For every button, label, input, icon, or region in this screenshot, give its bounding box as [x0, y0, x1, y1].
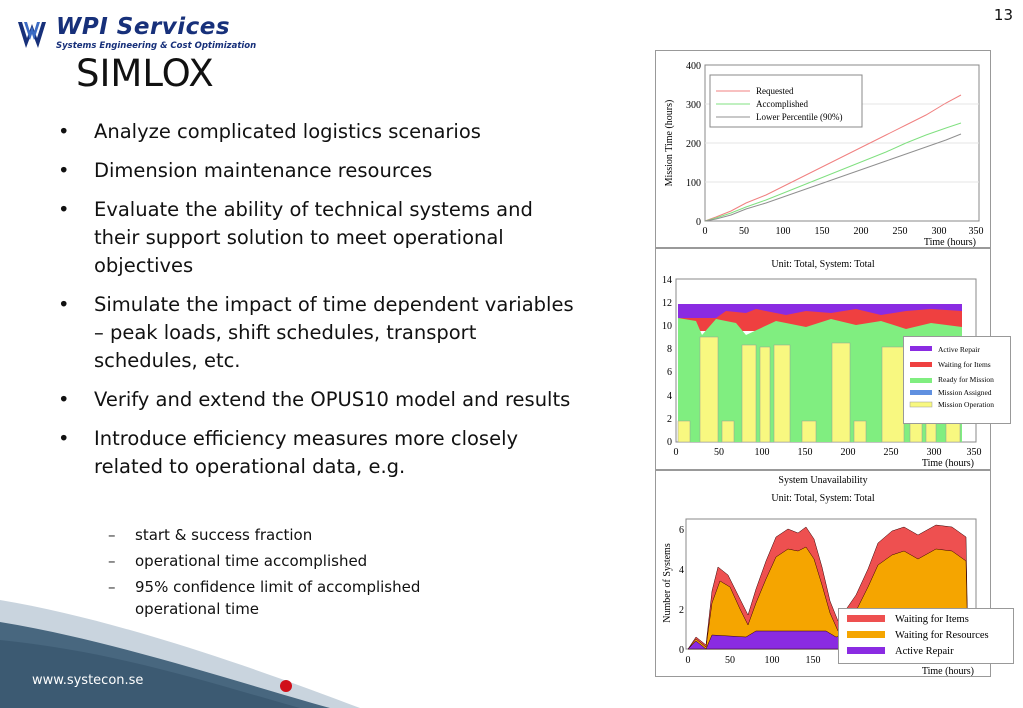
legend-waiting-for-resources: Waiting for Resources — [895, 630, 989, 641]
bullet-item: Analyze complicated logistics scenarios — [58, 118, 578, 146]
y-tick: 12 — [662, 298, 672, 309]
footer-website: www.systecon.se — [32, 673, 144, 688]
x-tick: 350 — [969, 226, 984, 237]
unavailability-ylabel: Number of Systems — [662, 543, 673, 623]
unavailability-xlabel: Time (hours) — [922, 666, 974, 676]
logo-brand: WPI Services — [56, 14, 231, 40]
legend-accomplished: Accomplished — [756, 99, 808, 109]
y-tick: 0 — [667, 437, 672, 448]
sub-bullet-list: start & success fraction operational tim… — [108, 524, 488, 624]
unavailability-legend: Waiting for Items Waiting for Resources … — [838, 608, 1014, 664]
mission-time-chart: Mission Time (hours) 0 100 200 300 400 0… — [655, 50, 991, 248]
x-tick: 200 — [854, 226, 869, 237]
status-xlabel: Time (hours) — [922, 458, 974, 469]
y-tick: 2 — [679, 605, 684, 616]
legend-mission-assigned: Mission Assigned — [938, 388, 992, 397]
legend-mission-operation: Mission Operation — [938, 400, 994, 409]
bullet-item: Evaluate the ability of technical system… — [58, 196, 578, 280]
y-tick: 0 — [679, 645, 684, 656]
x-tick: 0 — [703, 226, 708, 237]
page-number: 13 — [993, 6, 1013, 24]
x-tick: 50 — [714, 447, 724, 458]
mission-time-ylabel: Mission Time (hours) — [664, 100, 675, 187]
mission-time-legend — [709, 74, 863, 128]
x-tick: 250 — [884, 447, 899, 458]
legend-waiting-for-items: Waiting for Items — [895, 614, 969, 625]
y-tick: 6 — [679, 525, 684, 536]
y-tick: 6 — [667, 367, 672, 378]
bullet-item: Verify and extend the OPUS10 model and r… — [58, 386, 578, 414]
x-tick: 50 — [739, 226, 749, 237]
lower-percentile-series — [704, 133, 962, 222]
slide-title: SIMLOX — [76, 52, 214, 95]
legend-ready-for-mission: Ready for Mission — [938, 375, 994, 384]
x-tick: 150 — [815, 226, 830, 237]
legend-requested: Requested — [756, 86, 794, 96]
footer-band — [0, 600, 360, 708]
x-tick: 150 — [806, 655, 821, 666]
sub-bullet-item: operational time accomplished — [108, 550, 488, 572]
x-tick: 350 — [967, 447, 982, 458]
y-tick: 10 — [662, 321, 672, 332]
legend-lower-percentile: Lower Percentile (90%) — [756, 112, 842, 122]
y-tick: 4 — [679, 565, 684, 576]
legend-active-repair: Active Repair — [895, 646, 954, 657]
unavailability-subtitle: Unit: Total, System: Total — [771, 493, 874, 504]
x-tick: 150 — [798, 447, 813, 458]
x-tick: 0 — [674, 447, 679, 458]
x-tick: 250 — [893, 226, 908, 237]
logo-tagline: Systems Engineering & Cost Optimization — [56, 41, 257, 51]
bullet-item: Simulate the impact of time dependent va… — [58, 291, 578, 375]
mission-time-xlabel: Time (hours) — [924, 237, 976, 247]
red-dot-icon — [280, 680, 292, 692]
y-tick: 4 — [667, 391, 672, 402]
bullet-item: Dimension maintenance resources — [58, 157, 578, 185]
x-tick: 300 — [927, 447, 942, 458]
y-tick: 100 — [686, 178, 701, 189]
accomplished-series — [704, 122, 962, 222]
wpi-logo-mark-icon — [18, 22, 46, 48]
y-tick: 400 — [686, 61, 701, 72]
y-tick: 0 — [696, 217, 701, 228]
requested-series — [704, 94, 962, 222]
y-tick: 14 — [662, 275, 672, 286]
y-tick: 200 — [686, 139, 701, 150]
sub-bullet-item: start & success fraction — [108, 524, 488, 546]
x-tick: 100 — [765, 655, 780, 666]
legend-active-repair: Active Repair — [938, 345, 980, 354]
x-tick: 200 — [841, 447, 856, 458]
status-chart-title: Unit: Total, System: Total — [771, 259, 874, 270]
bullet-list: Analyze complicated logistics scenarios … — [58, 118, 578, 492]
x-tick: 100 — [755, 447, 770, 458]
sub-bullet-item: 95% confidence limit of accomplished ope… — [108, 576, 488, 620]
status-legend: Active Repair Waiting for Items Ready fo… — [903, 336, 1011, 424]
wpi-logo: WPI Services Systems Engineering & Cost … — [16, 14, 276, 54]
bullet-item: Introduce efficiency measures more close… — [58, 425, 578, 481]
x-tick: 0 — [686, 655, 691, 666]
y-tick: 8 — [667, 344, 672, 355]
legend-waiting-for-items: Waiting for Items — [938, 360, 991, 369]
unavailability-title: System Unavailability — [778, 475, 867, 486]
x-tick: 50 — [725, 655, 735, 666]
x-tick: 300 — [932, 226, 947, 237]
y-tick: 2 — [667, 414, 672, 425]
y-tick: 300 — [686, 100, 701, 111]
x-tick: 100 — [776, 226, 791, 237]
